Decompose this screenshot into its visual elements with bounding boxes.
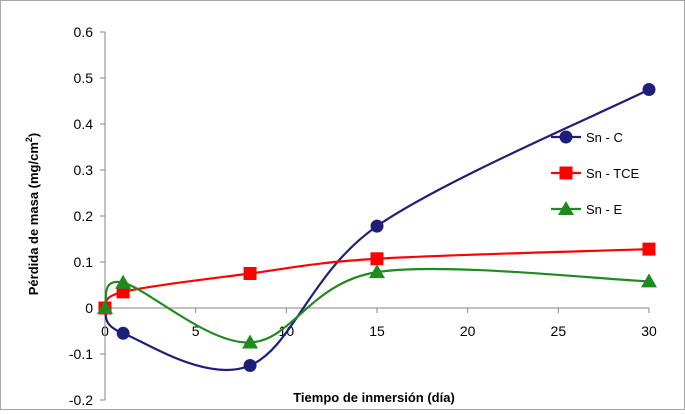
x-tick-label: 25 (551, 323, 567, 339)
data-point (642, 83, 656, 96)
axes (104, 32, 649, 400)
y-tick-label: 0.3 (74, 162, 94, 178)
legend-label: Sn - C (586, 130, 623, 145)
x-axis-ticks: 051015202530 (101, 308, 657, 339)
series-layer (97, 83, 657, 372)
x-axis-title: Tiempo de inmersión (día) (293, 390, 455, 405)
legend-item: Sn - TCE (551, 166, 640, 181)
y-tick-label: 0.2 (74, 208, 94, 224)
y-tick-label: 0.5 (74, 70, 94, 86)
data-point (116, 326, 130, 340)
series-sn-tce (98, 242, 656, 315)
y-tick-label: 0.4 (74, 116, 94, 132)
series-sn-e (97, 264, 657, 349)
data-point (115, 274, 132, 289)
data-point (370, 252, 384, 266)
y-tick-label: -0.1 (69, 346, 93, 362)
x-tick-label: 5 (192, 323, 200, 339)
data-point (243, 359, 257, 372)
y-axis-title: Pérdida de masa (mg/cm2) (24, 133, 41, 296)
data-point (370, 219, 384, 233)
data-point (97, 300, 113, 314)
y-tick-label: 0.1 (74, 254, 94, 270)
y-axis-ticks: -0.2 -0.1 0 0.1 0.2 0.3 0.4 0.5 0.6 (69, 24, 105, 408)
x-tick-label: 30 (641, 323, 657, 339)
y-tick-label: 0 (85, 300, 93, 316)
x-tick-label: 15 (369, 323, 385, 339)
legend-item: Sn - C (551, 130, 623, 145)
data-point (641, 273, 657, 288)
legend-item: Sn - E (551, 201, 622, 217)
data-point (243, 267, 257, 280)
data-point (642, 242, 656, 256)
legend-marker (559, 130, 573, 144)
legend-label: Sn - E (586, 202, 622, 217)
data-point (242, 334, 259, 349)
x-tick-label: 20 (460, 323, 476, 339)
legend: Sn - C Sn - TCE Sn - E (551, 130, 640, 217)
legend-marker (558, 201, 574, 215)
data-point (369, 264, 385, 279)
y-tick-label: 0.6 (74, 24, 94, 40)
legend-label: Sn - TCE (586, 166, 640, 181)
legend-marker (559, 166, 573, 180)
y-tick-label: -0.2 (69, 392, 93, 408)
